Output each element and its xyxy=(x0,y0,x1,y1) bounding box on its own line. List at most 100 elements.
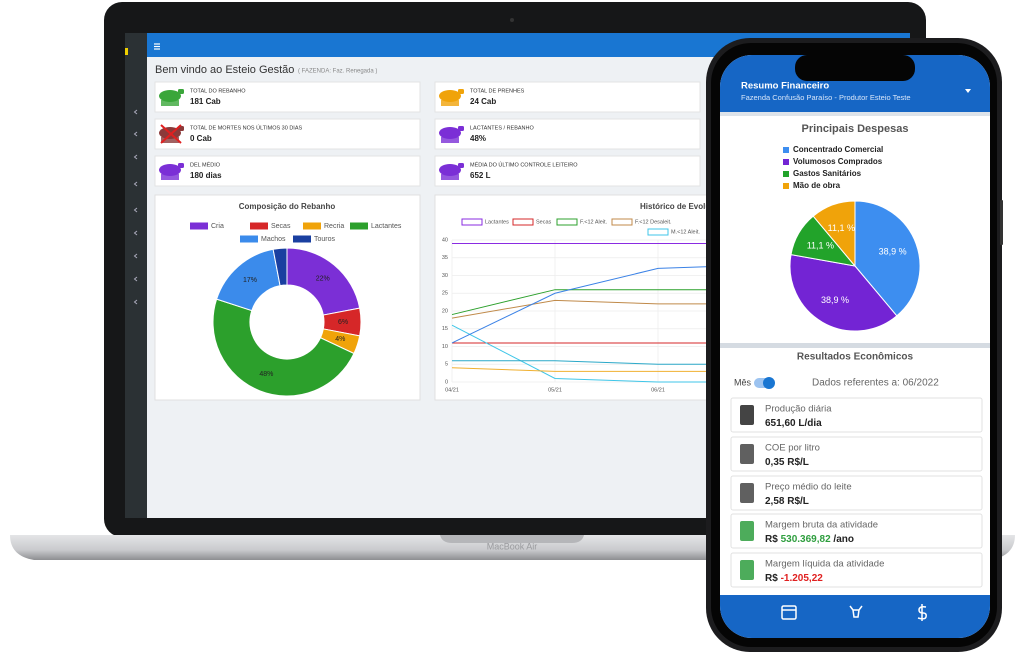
sidebar xyxy=(125,33,147,518)
summary-card: DEL MÉDIO 180 dias xyxy=(154,155,421,187)
card-icon xyxy=(159,90,181,102)
x-tick-label: 06/21 xyxy=(651,387,665,393)
sidebar-arrow[interactable] xyxy=(133,109,138,115)
card-icon-head xyxy=(458,89,464,94)
sidebar-arrow[interactable] xyxy=(133,131,138,137)
legend-swatch xyxy=(647,228,669,236)
y-tick-label: 15 xyxy=(442,326,448,332)
value: 651,60 L/dia xyxy=(765,418,822,429)
card-icon xyxy=(740,483,754,503)
legend-label: Recria xyxy=(324,223,344,230)
legend-swatch xyxy=(350,222,368,230)
toggle-knob[interactable] xyxy=(763,377,775,389)
card-bg xyxy=(730,475,983,511)
legend-label: Machos xyxy=(261,236,286,243)
phone-screen: Resumo Financeiro Fazenda Confusão Paraí… xyxy=(720,55,990,638)
legend-label: Mão de obra xyxy=(793,181,841,190)
card-label: MÉDIA DO ÚLTIMO CONTROLE LEITEIRO xyxy=(470,161,578,168)
legend-label: M.<12 Aleit. xyxy=(671,229,700,235)
slice-label: 48% xyxy=(259,371,273,378)
legend-label: Lactantes xyxy=(371,223,402,230)
value-prefix: R$ xyxy=(765,573,778,584)
legend-swatch xyxy=(556,218,578,226)
sidebar-arrows xyxy=(133,109,138,305)
legend-label: Secas xyxy=(536,219,552,225)
dropdown[interactable] xyxy=(965,89,971,93)
value: 2,58 R$/L xyxy=(765,496,809,507)
y-tick-label: 0 xyxy=(445,379,448,385)
value-prefix: R$ xyxy=(765,534,778,545)
line-panel xyxy=(434,194,726,401)
sidebar-arrow[interactable] xyxy=(133,230,138,236)
x-tick-label: 04/21 xyxy=(445,387,459,393)
slice-label: 6% xyxy=(338,319,348,326)
card-bg xyxy=(730,513,983,549)
card-value: R$ 530.369,82 /ano xyxy=(765,534,854,545)
slice-label: 4% xyxy=(335,336,345,343)
slice-label: 38,9 % xyxy=(821,295,849,305)
header-subtitle: Fazenda Confusão Paraíso - Produtor Este… xyxy=(741,93,911,102)
sidebar-arrow[interactable] xyxy=(133,181,138,187)
legend-swatch xyxy=(783,147,789,153)
y-tick-label: 40 xyxy=(442,237,448,243)
card-icon-head xyxy=(178,163,184,168)
card-value: 24 Cab xyxy=(470,97,496,106)
card-value: 48% xyxy=(470,134,486,143)
summary-cards: TOTAL DO REBANHO 181 Cab TOTAL DE PRENHES 2… xyxy=(154,81,701,187)
card-icon xyxy=(740,444,754,464)
result-card: Produção diária 651,60 L/dia xyxy=(730,397,983,433)
card-label: COE por litro xyxy=(765,443,820,454)
separator xyxy=(720,343,990,348)
chart-title: Histórico de Evolução xyxy=(640,202,724,211)
nav-icons[interactable] xyxy=(781,604,927,621)
result-card: COE por litro 0,35 R$/L xyxy=(730,436,983,472)
card-icon-head xyxy=(458,126,464,131)
legend-label: Lactantes xyxy=(485,219,509,225)
card-value: 181 Cab xyxy=(190,97,221,106)
card-label: Margem bruta da atividade xyxy=(765,520,878,531)
sidebar-arrow[interactable] xyxy=(133,207,138,213)
card-value: 0,35 R$/L xyxy=(765,457,809,468)
y-tick-label: 20 xyxy=(442,308,448,314)
legend-swatch xyxy=(512,218,534,226)
laptop-screen: Bem vindo ao Esteio Gestão ( FAZENDA: Fa… xyxy=(125,33,910,518)
summary-card: TOTAL DE PRENHES 24 Cab xyxy=(434,81,701,113)
slice-label: 11,1 % xyxy=(807,240,834,250)
legend-label: Secas xyxy=(271,223,291,230)
legend-label: Cria xyxy=(211,223,224,230)
card-bg xyxy=(434,118,701,150)
card-label: TOTAL DE PRENHES xyxy=(470,88,525,94)
value-suffix: /ano xyxy=(833,534,854,545)
card-icon-head xyxy=(458,163,464,168)
card-bg xyxy=(154,155,421,187)
header-title: Resumo Financeiro xyxy=(741,81,829,92)
card-icon xyxy=(740,521,754,541)
sidebar-arrow[interactable] xyxy=(133,154,138,160)
phone-notch xyxy=(795,55,915,81)
card-icon-legs xyxy=(161,137,179,143)
card-bg xyxy=(154,118,421,150)
card-icon-legs xyxy=(441,174,459,180)
result-card: Preço médio do leite 2,58 R$/L xyxy=(730,475,983,511)
legend-label: Volumosos Comprados xyxy=(793,157,883,166)
sidebar-arrow[interactable] xyxy=(133,276,138,282)
card-label: TOTAL DE MORTES NOS ÚLTIMOS 30 DIAS xyxy=(190,124,302,131)
y-tick-label: 5 xyxy=(445,362,448,368)
legend-swatch xyxy=(783,183,789,189)
donut-chart: Composição do Rebanho Cria Secas Recria Lact… xyxy=(190,202,402,397)
sidebar-arrow[interactable] xyxy=(133,253,138,259)
phone-button xyxy=(1000,200,1003,245)
legend-label: Concentrado Comercial xyxy=(793,145,883,154)
sidebar-arrow[interactable] xyxy=(133,299,138,305)
result-card: Margem bruta da atividade R$ 530.369,82 /… xyxy=(730,513,983,549)
card-icon xyxy=(159,164,181,176)
card-value: 2,58 R$/L xyxy=(765,496,809,507)
card-icon xyxy=(740,405,754,425)
legend-swatch xyxy=(293,235,311,243)
menu-icon xyxy=(154,43,160,50)
card-bg xyxy=(730,436,983,472)
value: -1.205,22 xyxy=(781,573,824,584)
summary-card: LACTANTES / REBANHO 48% xyxy=(434,118,701,150)
slice xyxy=(789,254,898,332)
